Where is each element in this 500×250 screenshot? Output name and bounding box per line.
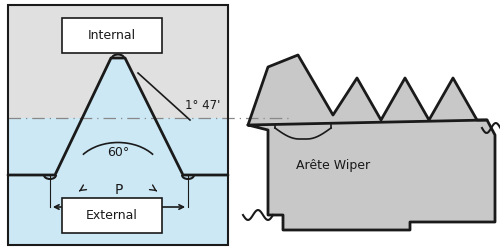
Bar <box>8 5 228 245</box>
Text: 1° 47': 1° 47' <box>185 99 220 112</box>
Text: 60°: 60° <box>107 146 129 160</box>
Bar <box>62 18 162 53</box>
Polygon shape <box>8 58 228 245</box>
Text: Arête Wiper: Arête Wiper <box>296 159 370 172</box>
Text: External: External <box>86 209 138 222</box>
Text: P: P <box>115 183 123 197</box>
Bar <box>8 5 228 118</box>
Polygon shape <box>248 55 495 230</box>
Bar <box>8 118 228 245</box>
Text: Internal: Internal <box>88 29 136 42</box>
Bar <box>62 198 162 233</box>
